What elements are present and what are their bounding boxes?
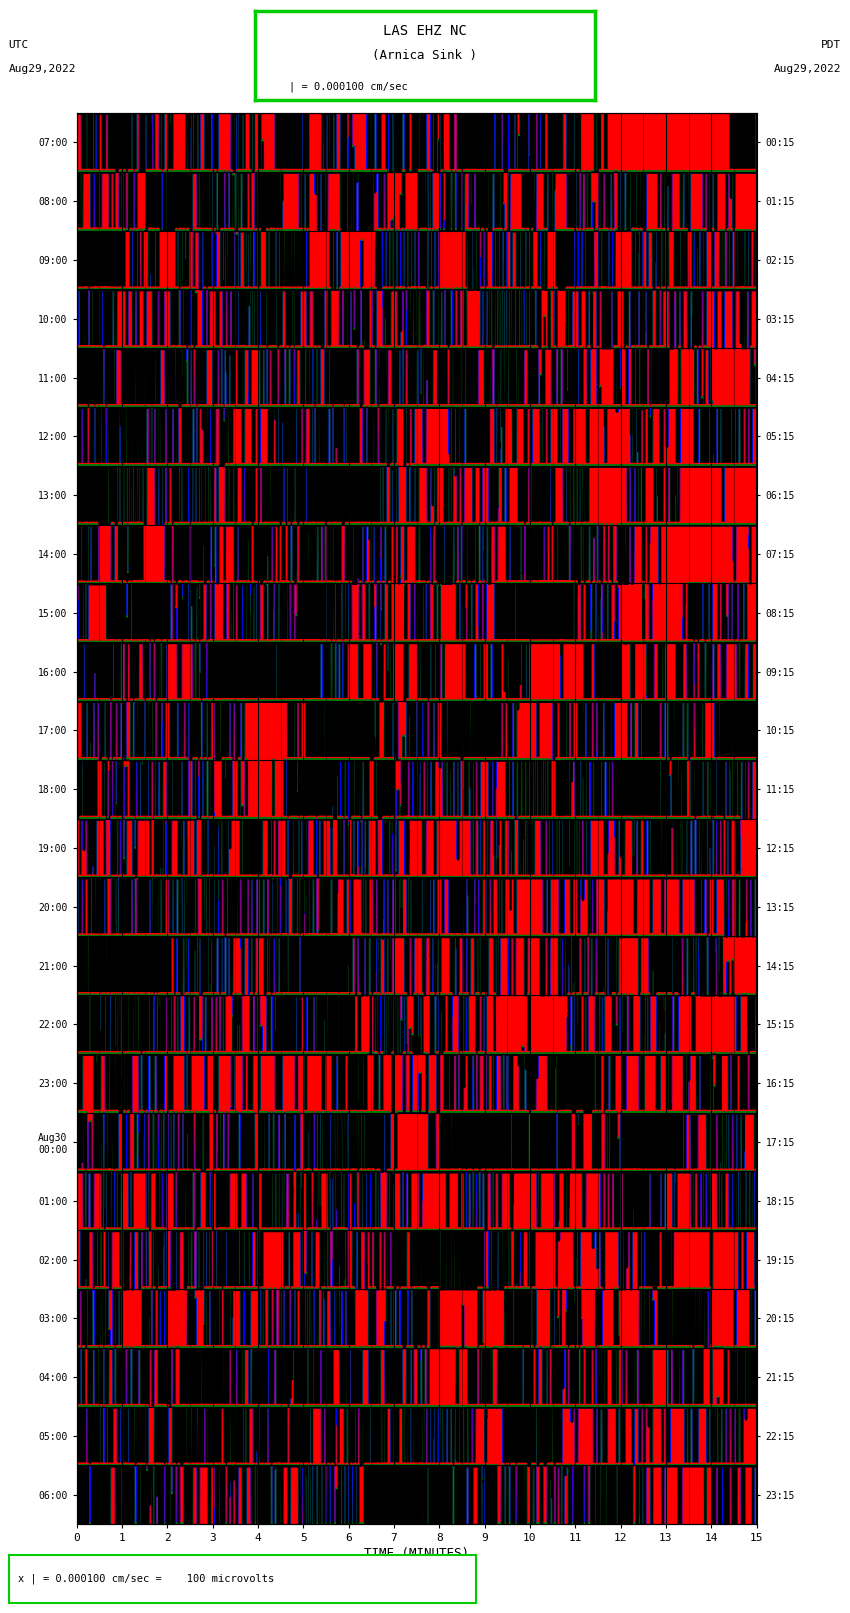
Text: (Arnica Sink ): (Arnica Sink ) — [372, 48, 478, 63]
Text: Aug29,2022: Aug29,2022 — [774, 65, 842, 74]
Text: UTC: UTC — [8, 40, 29, 50]
Text: LAS EHZ NC: LAS EHZ NC — [383, 24, 467, 37]
X-axis label: TIME (MINUTES): TIME (MINUTES) — [364, 1547, 469, 1560]
Text: x | = 0.000100 cm/sec =    100 microvolts: x | = 0.000100 cm/sec = 100 microvolts — [18, 1574, 274, 1584]
Text: PDT: PDT — [821, 40, 842, 50]
Text: Aug29,2022: Aug29,2022 — [8, 65, 76, 74]
Text: | = 0.000100 cm/sec: | = 0.000100 cm/sec — [289, 81, 408, 92]
